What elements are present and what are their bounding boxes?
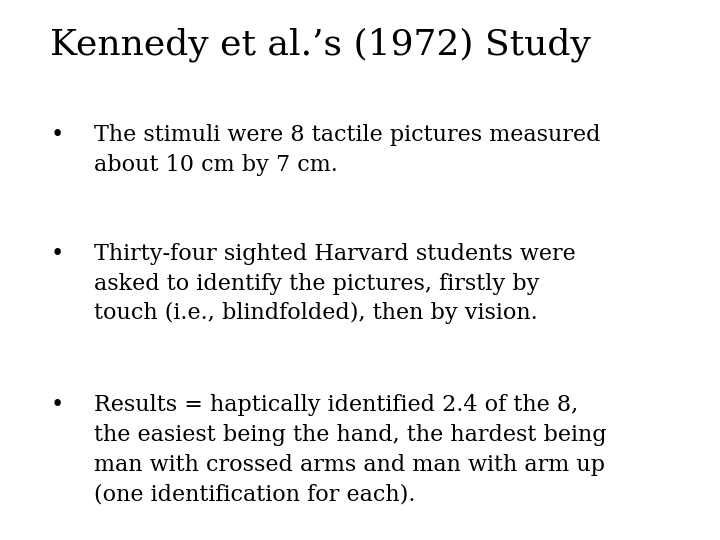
Text: •: • bbox=[50, 394, 63, 416]
Text: The stimuli were 8 tactile pictures measured
about 10 cm by 7 cm.: The stimuli were 8 tactile pictures meas… bbox=[94, 124, 600, 176]
Text: Thirty-four sighted Harvard students were
asked to identify the pictures, firstl: Thirty-four sighted Harvard students wer… bbox=[94, 243, 575, 325]
Text: •: • bbox=[50, 124, 63, 146]
Text: Results = haptically identified 2.4 of the 8,
the easiest being the hand, the ha: Results = haptically identified 2.4 of t… bbox=[94, 394, 606, 505]
Text: Kennedy et al.’s (1972) Study: Kennedy et al.’s (1972) Study bbox=[50, 27, 591, 62]
Text: •: • bbox=[50, 243, 63, 265]
